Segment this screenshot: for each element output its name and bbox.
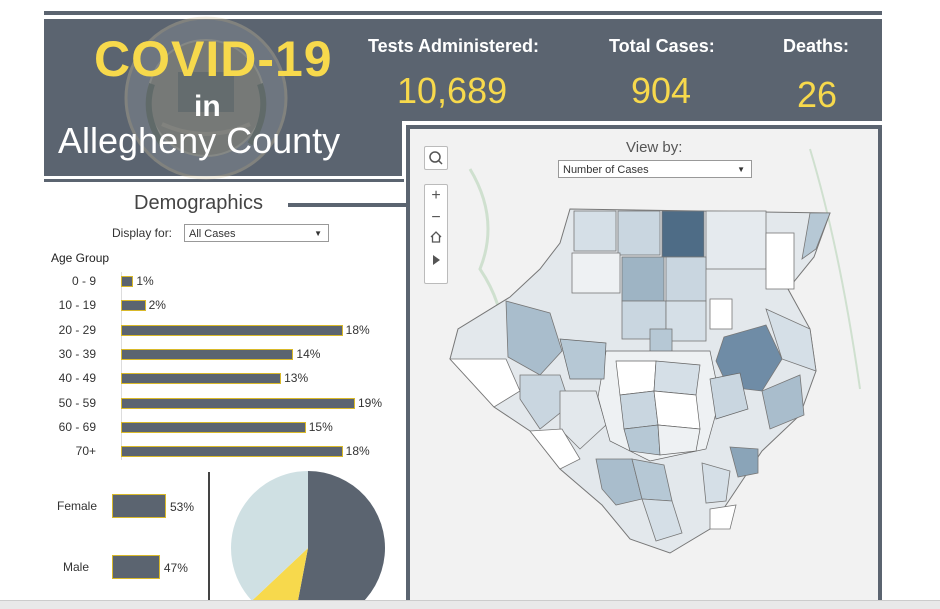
- search-icon: [429, 151, 443, 165]
- cases-label: Total Cases:: [609, 36, 715, 56]
- pie-slice-male[interactable]: [231, 471, 308, 600]
- age-bar[interactable]: [121, 300, 146, 312]
- gender-label: Female: [57, 499, 98, 513]
- display-for-label: Display for:: [112, 226, 173, 240]
- age-pct-label: 14%: [296, 346, 321, 361]
- gender-bar[interactable]: [112, 555, 160, 579]
- view-by-selected: Number of Cases: [563, 164, 649, 176]
- zoom-out-icon[interactable]: −: [431, 209, 441, 226]
- map-toolbar: + −: [424, 184, 448, 284]
- gender-label: Male: [63, 560, 90, 574]
- age-pct-label: 2%: [148, 298, 166, 313]
- demographics-divider: [208, 472, 210, 602]
- demographics-title: Demographics: [134, 192, 263, 214]
- age-axis-line: [121, 272, 122, 460]
- cases-value: 904: [631, 70, 692, 111]
- tests-value: 10,689: [397, 70, 508, 111]
- display-for-selected: All Cases: [189, 228, 236, 240]
- view-by-dropdown[interactable]: Number of Cases ▼: [558, 160, 752, 178]
- age-pct-label: 13%: [284, 371, 309, 386]
- gender-bar[interactable]: [112, 494, 166, 518]
- zoom-in-icon[interactable]: +: [431, 187, 441, 204]
- age-label: 40 - 49: [58, 371, 96, 386]
- age-pct-label: 18%: [345, 322, 370, 337]
- gender-pie-chart: [231, 471, 386, 600]
- demographics-rule: [288, 203, 408, 207]
- choropleth-map[interactable]: [410, 129, 878, 603]
- title-county: Allegheny County: [58, 120, 341, 161]
- map-region-highlight: [661, 210, 705, 258]
- pie-slice-female[interactable]: [294, 471, 386, 600]
- gender-pct-label: 53%: [170, 500, 195, 514]
- age-bar[interactable]: [121, 397, 355, 409]
- age-bar[interactable]: [121, 446, 343, 458]
- age-bar[interactable]: [121, 348, 294, 360]
- age-label: 70+: [75, 444, 96, 459]
- age-pct-label: 1%: [136, 274, 154, 288]
- age-label: 0 - 9: [71, 274, 96, 288]
- title-in: in: [194, 90, 221, 123]
- chevron-down-icon: ▼: [737, 165, 745, 174]
- age-label: 20 - 29: [58, 322, 96, 337]
- view-by-label: View by:: [626, 139, 683, 156]
- title-covid: COVID-19: [94, 31, 333, 87]
- age-pct-label: 18%: [345, 444, 370, 459]
- pie-slice-other[interactable]: [252, 548, 308, 600]
- age-label: 60 - 69: [58, 419, 96, 434]
- age-group-header: Age Group: [51, 251, 110, 265]
- display-for-dropdown[interactable]: All Cases ▼: [184, 224, 329, 242]
- county-seal-logo: [124, 16, 288, 180]
- status-bar: [0, 600, 940, 609]
- deaths-label: Deaths:: [783, 36, 850, 56]
- header-top-rule: [44, 11, 882, 15]
- chevron-down-icon: ▼: [314, 229, 322, 238]
- home-icon[interactable]: [425, 229, 447, 251]
- county-map-panel[interactable]: View by: Number of Cases ▼ + −: [406, 125, 882, 607]
- age-bar[interactable]: [121, 421, 306, 433]
- age-label: 30 - 39: [58, 346, 96, 361]
- age-label: 50 - 59: [58, 395, 96, 410]
- age-pct-label: 19%: [358, 395, 383, 410]
- age-label: 10 - 19: [58, 298, 96, 313]
- age-bar[interactable]: [121, 276, 134, 287]
- play-icon[interactable]: [425, 251, 447, 273]
- age-pct-label: 15%: [308, 419, 333, 434]
- deaths-value: 26: [797, 74, 838, 115]
- tests-label: Tests Administered:: [368, 36, 540, 56]
- title-panel: [44, 19, 402, 176]
- age-bar[interactable]: [121, 324, 343, 336]
- title-panel-underline: [44, 179, 404, 182]
- map-search-button[interactable]: [424, 146, 448, 170]
- age-bar[interactable]: [121, 373, 282, 385]
- gender-pct-label: 47%: [163, 561, 188, 575]
